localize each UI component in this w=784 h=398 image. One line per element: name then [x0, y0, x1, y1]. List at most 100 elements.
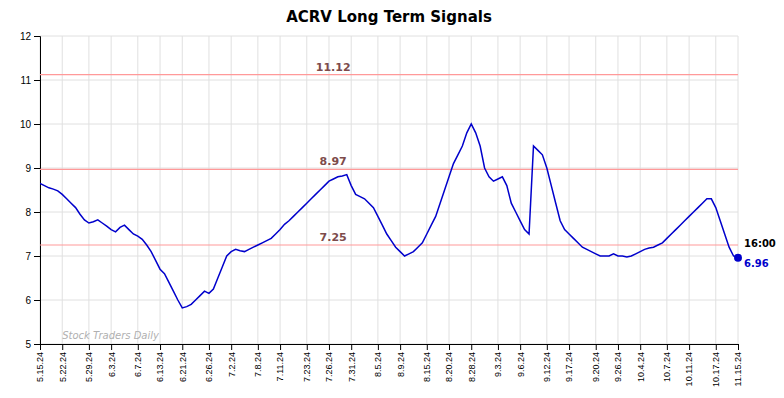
- grid-line: [426, 36, 427, 344]
- tick: 7.23.24: [302, 344, 312, 382]
- tick-label: 9: [25, 163, 31, 174]
- tick-mark: [34, 36, 40, 37]
- line: [40, 124, 738, 308]
- tick-label: 7.11.24: [275, 352, 285, 381]
- grid-line: [111, 36, 112, 344]
- tick: 9: [25, 163, 40, 174]
- tick: 10.4.24: [636, 344, 646, 382]
- grid-line: [738, 36, 739, 344]
- tick: 7.8.24: [253, 344, 263, 377]
- tick-mark: [34, 300, 40, 301]
- grid-line: [40, 300, 738, 301]
- grid-line: [40, 168, 738, 169]
- tick: 5.29.24: [84, 344, 94, 382]
- tick-mark: [569, 344, 570, 350]
- tick: 5.15.24: [35, 344, 45, 382]
- tick-mark: [329, 344, 330, 350]
- tick-label: 11: [21, 75, 32, 86]
- tick-mark: [40, 344, 41, 350]
- tick: 6.7.24: [133, 344, 143, 377]
- tick-mark: [34, 80, 40, 81]
- tick-mark: [34, 344, 40, 345]
- tick-mark: [182, 344, 183, 350]
- tick-label: 5.22.24: [58, 352, 68, 382]
- grid-line: [400, 36, 401, 344]
- tick: 9.26.24: [613, 344, 623, 382]
- tick-label: 8.28.24: [467, 352, 477, 382]
- last-time-label: 16:00: [744, 238, 776, 249]
- chart: Stock Traders Daily567891011125.15.245.2…: [0, 0, 784, 398]
- grid-line: [231, 36, 232, 344]
- marks: [40, 75, 738, 308]
- grid-line: [377, 36, 378, 344]
- tick: 5: [25, 339, 40, 350]
- tick-mark: [427, 344, 428, 350]
- tick-label: 7: [25, 251, 31, 262]
- tick: 8: [25, 207, 40, 218]
- tick-mark: [34, 212, 40, 213]
- tick-label: 7.26.24: [324, 352, 334, 382]
- tick-label: 9.17.24: [564, 352, 574, 382]
- tick: 11: [21, 75, 40, 86]
- tick-label: 12: [20, 31, 32, 42]
- tick-label: 9.12.24: [542, 352, 552, 382]
- grid-line: [569, 36, 570, 344]
- grid-line: [306, 36, 307, 344]
- tick-label: 7.23.24: [302, 352, 312, 382]
- tick: 7.31.24: [347, 344, 357, 382]
- tick-mark: [498, 344, 499, 350]
- tick-label: 8.20.24: [444, 352, 454, 382]
- grid-line: [689, 36, 690, 344]
- last-value-label: 6.96: [744, 258, 769, 269]
- grid-line: [497, 36, 498, 344]
- grid-line: [280, 36, 281, 344]
- tick-label: 5.15.24: [35, 352, 45, 382]
- grid-line: [62, 36, 63, 344]
- grid-line: [40, 212, 738, 213]
- tick-mark: [400, 344, 401, 350]
- tick-label: 10.7.24: [662, 352, 672, 382]
- tick-mark: [34, 124, 40, 125]
- tick: 6.21.24: [178, 344, 188, 382]
- tick-mark: [689, 344, 690, 350]
- tick-label: 10.11.24: [684, 352, 694, 386]
- grid-line: [666, 36, 667, 344]
- grid-line: [520, 36, 521, 344]
- tick-label: 6.21.24: [178, 352, 188, 382]
- grid-line: [40, 124, 738, 125]
- hline: [40, 169, 738, 170]
- tick: 8.9.24: [395, 344, 405, 377]
- tick: 10.17.24: [711, 344, 721, 387]
- tick-mark: [640, 344, 641, 350]
- tick-mark: [307, 344, 308, 350]
- tick-label: 6.3.24: [107, 352, 117, 377]
- hline-label: 8.97: [320, 155, 347, 168]
- tick: 10.7.24: [662, 344, 672, 382]
- tick-label: 7.2.24: [227, 352, 237, 377]
- grid-line: [88, 36, 89, 344]
- plot-area: Stock Traders Daily567891011125.15.245.2…: [20, 31, 776, 387]
- tick-mark: [138, 344, 139, 350]
- tick-label: 11.15.24: [733, 352, 743, 386]
- tick-mark: [520, 344, 521, 350]
- tick-label: 6.13.24: [155, 352, 165, 382]
- axis-line: [34, 37, 41, 345]
- tick-mark: [547, 344, 548, 350]
- hline: [40, 74, 738, 75]
- tick: 7.26.24: [324, 344, 334, 382]
- tick-mark: [596, 344, 597, 350]
- watermark: Stock Traders Daily: [62, 330, 160, 341]
- tick-label: 9.20.24: [591, 352, 601, 382]
- tick-mark: [231, 344, 232, 350]
- axis-line: [41, 345, 739, 351]
- tick-mark: [351, 344, 352, 350]
- tick: 9.6.24: [516, 344, 526, 377]
- tick: 6.26.24: [204, 344, 214, 382]
- tick-label: 7.31.24: [347, 352, 357, 382]
- grid: [40, 36, 738, 344]
- tick: 6.3.24: [107, 344, 117, 377]
- grid-line: [715, 36, 716, 344]
- tick: 10: [20, 119, 40, 130]
- grid-line: [208, 36, 209, 344]
- tick-mark: [449, 344, 450, 350]
